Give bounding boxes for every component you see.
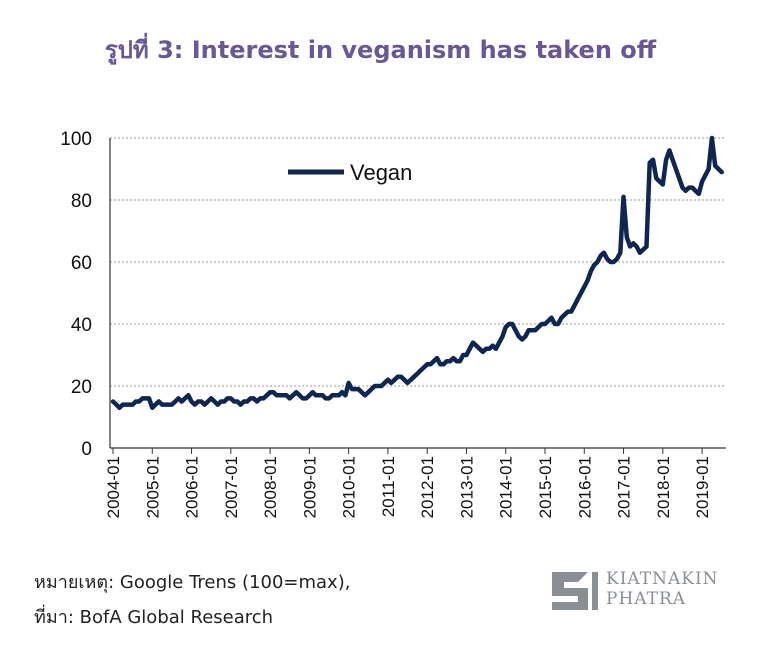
x-tick-label: 2005-01: [143, 456, 162, 518]
source-note: ที่มา: BofA Global Research: [34, 607, 274, 628]
x-tick-label: 2008-01: [261, 456, 280, 518]
x-axis-ticks: 2004-01 2005-01 2006-01 2007-01 2008-01 2009-…: [104, 448, 712, 518]
x-tick-label: 2012-01: [418, 456, 437, 518]
y-tick-label: 60: [71, 253, 92, 274]
remark-note: หมายเหตุ: Google Trens (100=max),: [34, 572, 351, 593]
y-tick-label: 40: [71, 315, 92, 336]
x-tick-label: 2004-01: [104, 456, 123, 518]
x-tick-label: 2016-01: [575, 456, 594, 518]
y-tick-label: 80: [71, 191, 92, 212]
y-tick-label: 0: [81, 439, 92, 460]
series-layer: [110, 135, 724, 410]
x-tick-label: 2019-01: [693, 456, 712, 518]
x-tick-label: 2013-01: [457, 456, 476, 518]
y-tick-label: 20: [71, 377, 92, 398]
series-line-vegan: [110, 135, 724, 410]
chart-title: รูปที่ 3: Interest in veganism has taken…: [104, 36, 657, 64]
logo-line2: PHATRA: [606, 589, 687, 609]
kiatnakin-phatra-logo-icon: [552, 572, 598, 610]
x-tick-label: 2007-01: [222, 456, 241, 518]
legend-label-vegan: Vegan: [350, 160, 412, 185]
x-tick-label: 2006-01: [183, 456, 202, 518]
x-tick-label: 2009-01: [300, 456, 319, 518]
y-tick-label: 100: [60, 129, 92, 150]
x-tick-label: 2014-01: [497, 456, 516, 518]
x-tick-label: 2010-01: [340, 456, 359, 518]
x-tick-label: 2015-01: [536, 456, 555, 518]
y-axis-ticks: 0 20 40 60 80 100: [60, 129, 92, 460]
x-tick-label: 2011-01: [379, 456, 398, 517]
logo-line1: KIATNAKIN: [606, 569, 719, 589]
x-tick-label: 2017-01: [615, 456, 634, 518]
line-chart: 0 20 40 60 80 100 2004-01 2005-01 2006-01 2007-0…: [60, 129, 726, 518]
legend: Vegan: [288, 160, 412, 185]
gridlines: [110, 137, 726, 387]
x-tick-label: 2018-01: [654, 456, 673, 518]
kiatnakin-phatra-logo: KIATNAKIN PHATRA: [548, 566, 748, 616]
